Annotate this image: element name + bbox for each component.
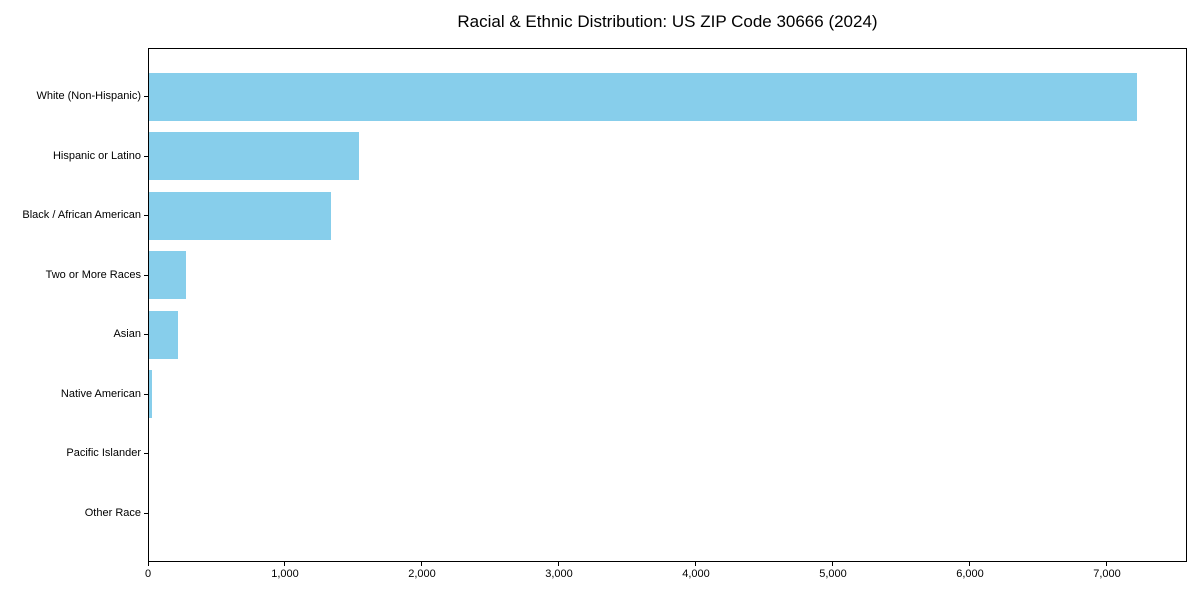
x-tick-mark [832,562,834,566]
y-tick-mark [144,334,148,335]
x-tick-label: 4,000 [682,568,710,580]
bar [149,310,179,359]
x-tick-label: 1,000 [271,568,299,580]
bar [149,370,153,418]
y-tick-label: Hispanic or Latino [52,149,141,162]
y-tick-label: Native American [60,387,141,400]
y-tick-mark [144,215,148,216]
x-tick-label: 2,000 [408,568,436,580]
x-tick-mark [969,562,971,566]
bar [149,191,331,240]
y-tick-label: Other Race [84,506,141,519]
bar [149,251,187,299]
y-tick-label: Asian [113,328,141,340]
x-tick-label: 7,000 [1093,568,1121,580]
y-tick-mark [144,155,148,157]
y-tick-label: Two or More Races [45,268,141,281]
x-tick-mark [558,562,560,566]
y-tick-mark [144,512,148,514]
y-tick-mark [144,274,148,276]
chart-title: Racial & Ethnic Distribution: US ZIP Cod… [457,12,878,31]
x-tick-label: 3,000 [545,568,573,580]
y-tick-label: Black / African American [22,209,141,221]
y-tick-mark [144,453,148,454]
x-tick-label: 0 [144,568,152,580]
x-tick-mark [695,562,697,566]
bar [149,72,1137,121]
bar [149,132,359,180]
y-tick-mark [144,393,148,395]
x-tick-label: 6,000 [956,568,984,580]
plot-area [148,48,1187,562]
y-tick-mark [144,96,148,97]
y-tick-label: Pacific Islander [66,447,141,459]
x-tick-mark [1106,562,1108,566]
x-tick-label: 5,000 [819,568,847,580]
y-tick-label: White (Non-Hispanic) [36,90,141,102]
x-tick-mark [421,562,423,566]
x-tick-mark [284,562,286,566]
x-tick-mark [147,562,149,566]
